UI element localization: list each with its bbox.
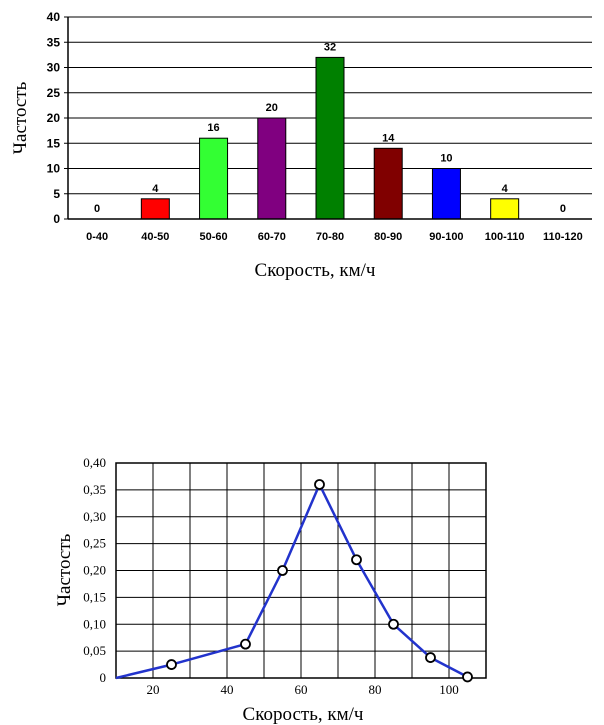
y-tick-label: 0,05 — [83, 643, 106, 658]
bar-data-label: 16 — [207, 122, 219, 134]
x-tick-label: 110-120 — [543, 231, 583, 243]
y-tick-label: 0 — [53, 212, 60, 226]
y-tick-label: 35 — [47, 35, 61, 49]
line-chart-grid — [115, 462, 487, 679]
data-point — [166, 659, 177, 670]
bar — [490, 198, 520, 220]
bar-chart-x-axis-label: Скорость, км/ч — [255, 260, 376, 281]
x-tick-label: 100-110 — [485, 231, 525, 243]
y-tick-label: 0,40 — [83, 455, 106, 470]
x-tick-label: 60-70 — [258, 231, 286, 243]
data-point — [425, 652, 436, 663]
x-tick-label: 20 — [147, 682, 160, 697]
bar — [373, 147, 403, 220]
data-point — [351, 554, 362, 566]
y-tick-label: 5 — [53, 187, 60, 201]
line-chart-series — [115, 479, 473, 683]
bar-data-label: 10 — [440, 153, 452, 165]
y-tick-label: 0,30 — [83, 509, 106, 524]
y-tick-label: 0 — [100, 670, 107, 685]
y-tick-label: 10 — [47, 162, 61, 176]
x-tick-label: 0-40 — [86, 231, 108, 243]
y-tick-label: 30 — [47, 61, 61, 75]
line-chart-y-axis-label: Частость — [54, 533, 75, 606]
x-tick-label: 90-100 — [429, 231, 463, 243]
bar-data-label: 20 — [266, 102, 278, 114]
y-tick-label: 0,15 — [83, 589, 106, 604]
bar-data-label: 0 — [94, 203, 100, 215]
bar — [140, 198, 170, 220]
y-tick-label: 15 — [47, 136, 61, 150]
data-point — [277, 565, 288, 576]
bar-data-label: 32 — [324, 41, 336, 53]
x-tick-label: 40-50 — [141, 231, 169, 243]
bar — [257, 117, 287, 220]
x-tick-label: 80-90 — [374, 231, 402, 243]
y-tick-label: 0,35 — [83, 482, 106, 497]
x-tick-label: 60 — [295, 682, 308, 697]
y-tick-label: 0,10 — [83, 616, 106, 631]
y-tick-label: 0,20 — [83, 563, 106, 578]
y-tick-label: 40 — [47, 10, 61, 24]
bar-data-label: 0 — [560, 203, 566, 215]
data-point — [240, 638, 251, 650]
bar — [199, 137, 229, 220]
plot-frame — [115, 462, 487, 679]
line-chart: 0 0,05 0,10 0,15 0,20 0,25 0,30 0,35 0,40 20 40 60 8… — [54, 455, 487, 725]
x-tick-label: 40 — [221, 682, 234, 697]
bar — [315, 56, 345, 220]
data-point — [314, 479, 325, 490]
y-tick-label: 0,25 — [83, 536, 106, 551]
x-tick-label: 80 — [369, 682, 382, 697]
bar — [431, 168, 461, 220]
data-point — [388, 618, 399, 630]
line-chart-axes: 0 0,05 0,10 0,15 0,20 0,25 0,30 0,35 0,40 20 40 60 8… — [83, 455, 487, 697]
x-tick-label: 100 — [439, 682, 459, 697]
data-point — [462, 671, 473, 683]
line-chart-x-axis-label: Скорость, км/ч — [243, 704, 364, 725]
bar-data-label: 4 — [502, 183, 509, 195]
y-tick-label: 20 — [47, 111, 61, 125]
bar-chart-y-axis-label: Частость — [10, 81, 31, 154]
x-tick-label: 70-80 — [316, 231, 344, 243]
bar-data-label: 4 — [152, 183, 159, 195]
bar-chart-bars: 0 4 16 20 32 14 10 4 0 — [94, 41, 566, 220]
series-line — [115, 483, 469, 680]
y-tick-label: 25 — [47, 86, 61, 100]
x-tick-label: 50-60 — [199, 231, 227, 243]
bar-data-label: 14 — [382, 132, 395, 144]
